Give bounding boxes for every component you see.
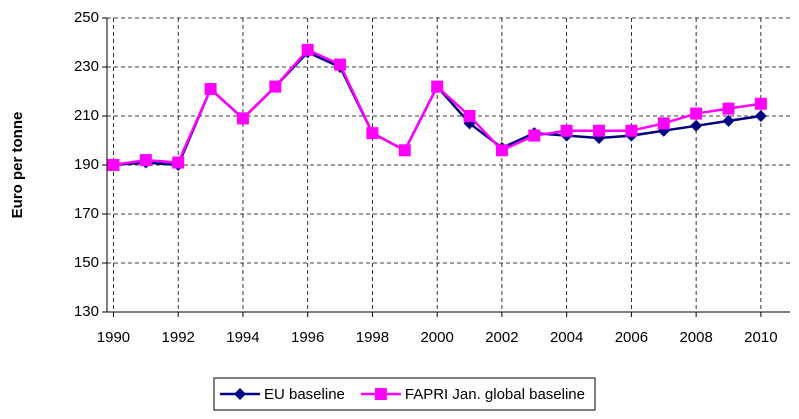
legend-label: EU baseline [264, 386, 345, 403]
point [528, 129, 541, 142]
point [754, 97, 767, 110]
point [593, 124, 606, 137]
point [107, 159, 120, 171]
point [269, 80, 282, 93]
y-tick-label: 170 [74, 205, 99, 222]
point [722, 102, 735, 115]
point [722, 114, 735, 127]
point [398, 144, 411, 157]
point [754, 110, 767, 122]
legend: EU baseline FAPRI Jan. global baseline [213, 377, 596, 411]
y-tick-label: 250 [74, 9, 99, 26]
x-tick-label: 1992 [162, 329, 195, 346]
x-tick-label: 1994 [226, 329, 259, 346]
legend-marker [233, 388, 246, 400]
point [431, 80, 444, 93]
point [172, 156, 185, 169]
point [690, 107, 703, 120]
legend-label: FAPRI Jan. global baseline [405, 386, 585, 403]
x-tick-label: 1998 [356, 329, 389, 346]
point [690, 119, 703, 132]
x-tick-label: 2006 [615, 329, 648, 346]
y-tick-label: 210 [74, 107, 99, 124]
x-tick-label: 2008 [679, 329, 712, 346]
y-tick-label: 190 [74, 156, 99, 173]
point [625, 124, 638, 137]
x-tick-label: 2010 [744, 329, 777, 346]
point [139, 154, 152, 167]
point [366, 127, 379, 140]
point [463, 110, 476, 122]
legend-marker [374, 388, 387, 400]
y-tick-label: 150 [74, 254, 99, 271]
point [495, 144, 508, 157]
x-tick-label: 1990 [97, 329, 130, 346]
point [301, 43, 314, 56]
point [657, 117, 670, 130]
y-axis-title: Euro per tonne [9, 112, 26, 219]
legend-box [213, 377, 596, 411]
point [560, 124, 573, 137]
x-tick-label: 1996 [291, 329, 324, 346]
point [334, 58, 347, 71]
y-tick-label: 230 [74, 58, 99, 75]
x-tick-label: 2002 [485, 329, 518, 346]
y-tick-label: 130 [74, 303, 99, 320]
point [204, 83, 217, 96]
point [236, 112, 249, 125]
x-tick-label: 2004 [550, 329, 583, 346]
x-tick-label: 2000 [420, 329, 453, 346]
